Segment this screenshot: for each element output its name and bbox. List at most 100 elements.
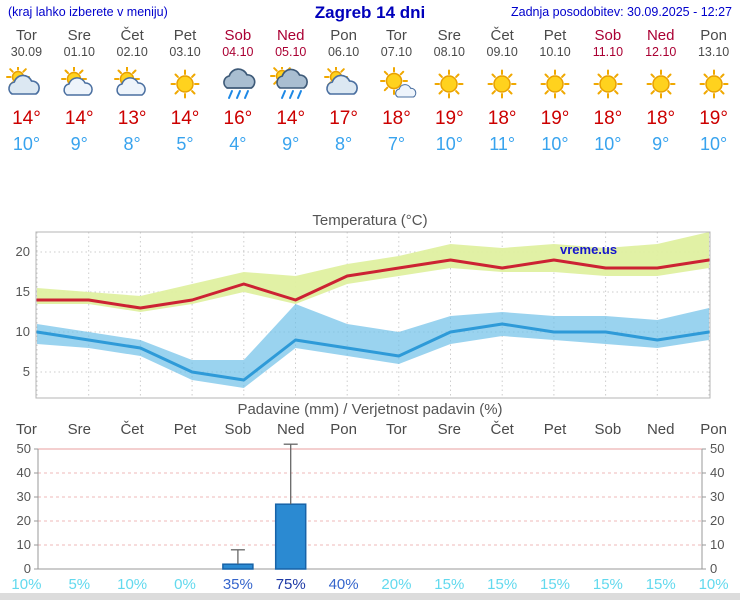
precip-day-label: Ned: [276, 421, 305, 438]
precip-day-label: Sob: [594, 421, 622, 438]
precip-day-label: Čet: [120, 421, 144, 438]
day-min-temp: 9°: [282, 134, 300, 154]
sunny-weather-icon: [159, 63, 212, 105]
day-name: Pon: [330, 27, 357, 44]
day-date: 02.10: [116, 45, 148, 59]
svg-text:vreme.us: vreme.us: [560, 242, 617, 257]
day-max-temp: 13°: [117, 108, 147, 129]
day-max-temp: 14°: [170, 108, 200, 129]
day-column-sob-11.10: Sob 11.10 18° 10°: [581, 27, 634, 155]
day-max-temp: 17°: [329, 108, 358, 129]
svg-text:40: 40: [17, 465, 31, 480]
precip-day-label: Tor: [386, 421, 407, 438]
sunny-weather-icon: [581, 63, 634, 105]
svg-text:20: 20: [17, 513, 31, 528]
precip-day-label: Pet: [543, 421, 567, 438]
location-menu-hint: (kraj lahko izberete v meniju): [8, 5, 168, 19]
svg-text:30: 30: [710, 489, 724, 504]
day-name: Tor: [386, 27, 407, 44]
precipitation-probability: 0%: [174, 576, 196, 593]
day-min-temp: 9°: [70, 134, 88, 154]
svg-text:20: 20: [710, 513, 724, 528]
precipitation-probability: 15%: [592, 576, 623, 593]
day-column-sre-01.10: Sre 01.10 14° 9°: [53, 27, 106, 155]
svg-text:30: 30: [17, 489, 31, 504]
svg-text:10: 10: [16, 324, 30, 339]
svg-text:40: 40: [710, 465, 724, 480]
day-min-temp: 10°: [12, 134, 41, 154]
sunny-weather-icon: [423, 63, 476, 105]
svg-text:0: 0: [24, 561, 31, 576]
day-date: 11.10: [592, 45, 624, 59]
cloudy-weather-icon: [317, 63, 370, 105]
precipitation-day-labels: Tor Sre Čet Pet Sob Ned Pon Tor Sre Čet Pet Sob Ned P…: [0, 421, 740, 438]
day-date: 06.10: [327, 45, 360, 59]
day-date: 10.10: [539, 45, 571, 59]
page-title: Zagreb 14 dni: [314, 3, 426, 22]
precipitation-probability: 5%: [68, 576, 91, 593]
precipitation-probability: 75%: [275, 576, 306, 593]
day-column-ned-05.10: Ned 05.10 14° 9°: [264, 27, 317, 155]
day-date: 01.10: [63, 45, 95, 59]
precipitation-probability-row: 10% 5% 10% 0% 35% 75% 40% 20% 15% 15% 15% 15% 15% 10%: [0, 576, 740, 593]
precipitation-probability: 20%: [381, 576, 412, 593]
precipitation-probability: 10%: [117, 576, 148, 593]
header: (kraj lahko izberete v meniju) Zagreb 14…: [0, 0, 740, 26]
precipitation-probability: 10%: [698, 576, 729, 593]
day-min-temp: 10°: [699, 134, 728, 154]
last-updated-text: Zadnja posodobitev: 30.09.2025 - 12:27: [510, 5, 732, 19]
precipitation-probability: 35%: [222, 576, 253, 593]
svg-text:0: 0: [710, 561, 717, 576]
day-min-temp: 11°: [489, 134, 516, 154]
day-column-pet-03.10: Pet 03.10 14° 5°: [159, 27, 212, 155]
precip-day-label: Sre: [437, 421, 461, 438]
svg-text:10: 10: [710, 537, 724, 552]
day-min-temp: 5°: [176, 134, 194, 154]
day-column-pon-06.10: Pon 06.10 17° 8°: [317, 27, 370, 155]
day-min-temp: 10°: [594, 134, 622, 154]
sunny-weather-icon: [634, 63, 687, 105]
svg-text:20: 20: [16, 244, 30, 259]
svg-text:50: 50: [710, 443, 724, 456]
day-name: Čet: [120, 27, 144, 44]
day-name: Čet: [490, 27, 514, 44]
day-column-sob-04.10: Sob 04.10 16° 4°: [211, 27, 264, 155]
precip-day-label: Sob: [224, 421, 252, 438]
day-name: Pon: [700, 27, 727, 44]
day-min-temp: 9°: [652, 134, 670, 154]
day-date: 08.10: [433, 45, 465, 59]
day-max-temp: 14°: [276, 108, 306, 129]
day-min-temp: 7°: [387, 134, 406, 154]
sunny-weather-icon: [476, 63, 529, 105]
precipitation-chart-title: Padavine (mm) / Verjetnost padavin (%): [237, 401, 503, 418]
precip-day-label: Pon: [330, 421, 357, 438]
mostly-sunny-weather-icon: [370, 63, 423, 105]
day-column-čet-09.10: Čet 09.10 18° 11°: [476, 27, 529, 155]
precipitation-probability: 15%: [487, 576, 518, 593]
precip-day-label: Sre: [67, 421, 91, 438]
svg-text:10: 10: [17, 537, 31, 552]
svg-text:5: 5: [23, 364, 30, 379]
day-max-temp: 18°: [487, 108, 517, 129]
day-max-temp: 18°: [382, 108, 411, 129]
day-name: Sre: [437, 27, 461, 44]
day-name: Ned: [646, 27, 675, 44]
partly-weather-icon: [53, 63, 106, 105]
day-column-sre-08.10: Sre 08.10 19° 10°: [423, 27, 476, 155]
day-name: Tor: [16, 27, 37, 44]
precipitation-probability: 15%: [434, 576, 465, 593]
sunny-weather-icon: [687, 63, 740, 105]
precipitation-chart: 0 0 10 10 20 20 30 30 40 40 50 50: [17, 443, 725, 576]
day-min-temp: 10°: [541, 134, 569, 154]
precip-day-label: Pon: [700, 421, 727, 438]
day-name: Sob: [594, 27, 622, 44]
day-max-temp: 19°: [699, 108, 728, 129]
precipitation-probability: 40%: [328, 576, 359, 593]
day-date: 12.10: [645, 45, 677, 59]
day-max-temp: 18°: [593, 108, 623, 129]
day-date: 04.10: [222, 45, 254, 59]
day-min-temp: 8°: [334, 134, 353, 154]
daily-forecast-strip: Tor 30.09 14° 10° Sre 01.10 14° 9° Čet 02.10 13° 8°…: [0, 27, 740, 155]
day-min-temp: 10°: [435, 134, 463, 154]
